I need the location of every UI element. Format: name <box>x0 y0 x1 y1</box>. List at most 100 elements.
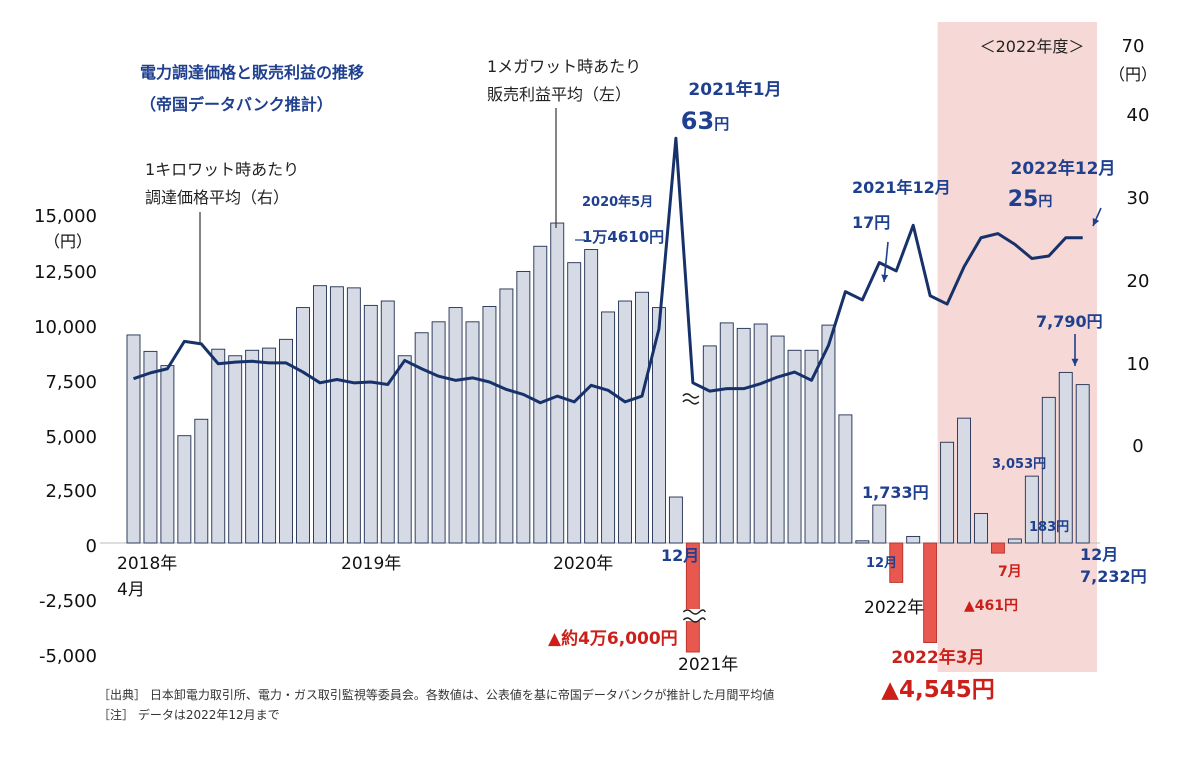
bar-2018-08 <box>194 418 209 544</box>
bar-2022-06 <box>974 512 988 544</box>
bar-2022-03 <box>923 542 938 643</box>
right-axis-tick: 30 <box>1127 188 1150 209</box>
annotation-jan2021-date: 2021年1月 <box>688 79 781 100</box>
left-axis-tick: 15,000 <box>34 206 97 227</box>
annotation-1733: 1,733円 <box>862 483 929 502</box>
left-axis-tick: 5,000 <box>45 427 97 448</box>
bar-2022-12 <box>1075 384 1090 544</box>
bar-2021-06 <box>770 335 785 544</box>
annotation-dec2021-value: 17円 <box>852 213 890 232</box>
left-axis-tick: 2,500 <box>45 481 97 502</box>
bar-legend-label-2: 販売利益平均（左） <box>487 85 631 104</box>
bar-2020-07 <box>584 249 599 544</box>
line-legend-label-2: 調達価格平均（右） <box>145 188 289 207</box>
bar-2020-02 <box>499 288 514 544</box>
bar-2022-09 <box>1024 475 1039 544</box>
x-label-2021: 2021年 <box>678 655 738 675</box>
bar-2019-09 <box>414 332 429 544</box>
annotation-dec2022-number: 25 <box>1008 187 1039 212</box>
left-axis-tick: 7,500 <box>45 372 97 393</box>
chart-title: 電力調達価格と販売利益の推移 <box>140 63 364 82</box>
bar-2021-05 <box>753 323 768 544</box>
price-line <box>133 136 1083 405</box>
x-label-2020: 2020年 <box>553 554 613 574</box>
line-group <box>133 136 1083 405</box>
bar-2018-04 <box>126 334 141 544</box>
bar-2022-01 <box>889 542 904 583</box>
bar-2021-08 <box>804 349 819 544</box>
annotation-mar2022-date: 2022年3月 <box>891 647 984 668</box>
bar-2020-11 <box>652 307 666 544</box>
bar-2022-11 <box>1058 371 1073 544</box>
bar-2021-07 <box>787 349 802 544</box>
annotation-dec2022-unit: 円 <box>1038 194 1052 210</box>
bar-2020-03 <box>516 270 531 544</box>
fiscal-2022-label: ＜2022年度＞ <box>980 37 1085 56</box>
bar-2019-06 <box>363 304 378 544</box>
bar-2022-04 <box>940 441 955 544</box>
right-axis-unit: （円） <box>1109 65 1157 84</box>
bar-2020-04 <box>533 245 548 544</box>
annotation-may2020-date: 2020年5月 <box>582 194 653 210</box>
bar-2020-08 <box>601 311 616 544</box>
bar-2021-10 <box>838 414 853 544</box>
x-label-apr: 4月 <box>117 580 145 600</box>
line-axis-break-mark <box>682 393 700 405</box>
bar-2021-11 <box>855 540 870 544</box>
bar-2020-01 <box>482 306 497 544</box>
right-axis-tick: 20 <box>1127 271 1150 292</box>
bar-2018-12 <box>262 347 277 544</box>
bar-2022-07 <box>991 542 1005 554</box>
bar-2018-07 <box>177 435 192 544</box>
annotation-may2020-value: 1万4610円 <box>582 228 664 246</box>
annotation-7232: 7,232円 <box>1080 567 1147 586</box>
chart-subtitle: （帝国データバンク推計） <box>140 95 333 114</box>
bar-2018-11 <box>245 349 260 544</box>
dec2021-arrow-head <box>881 274 889 282</box>
left-axis-tick: -2,500 <box>39 591 97 612</box>
bar-axis-break-mark <box>682 609 706 623</box>
x-label-2019: 2019年 <box>341 554 401 574</box>
bar-2022-10 <box>1041 396 1056 544</box>
bar-2022-02 <box>906 535 921 544</box>
line-legend-label-1: 1キロワット時あたり <box>145 160 299 179</box>
bar-2018-09 <box>211 348 226 544</box>
v7790-arrow-head <box>1071 358 1079 366</box>
bar-2022-08 <box>1007 538 1022 544</box>
fiscal-2022-highlight <box>937 22 1097 672</box>
annotation-jan2021-value: 63円 <box>681 107 729 135</box>
bar-2021-02 <box>702 345 717 544</box>
data-note: ［注］ データは2022年12月まで <box>98 707 280 722</box>
annotation-183: 183円 <box>1029 520 1069 535</box>
x-label-2018: 2018年 <box>117 554 177 574</box>
bar-2021-01 <box>685 542 700 653</box>
bar-2019-04 <box>329 286 344 544</box>
x-label-2022: 2022年 <box>864 598 924 618</box>
annotation-neg-jul2022: ▲461円 <box>964 598 1018 614</box>
bar-2021-12 <box>872 504 887 544</box>
bar-2019-12 <box>465 321 480 544</box>
bar-2019-02 <box>296 307 310 544</box>
left-axis-tick: 12,500 <box>34 262 97 283</box>
left-axis-tick: -5,000 <box>39 646 97 667</box>
annotation-mar2022-value: ▲4,545円 <box>881 677 994 703</box>
bar-2019-05 <box>346 287 361 544</box>
bar-axis-break-gap <box>684 609 702 621</box>
annotation-dec2022-value: 25円 <box>1008 187 1053 212</box>
dec2022-arrow-head <box>1092 218 1100 226</box>
annotation-3053: 3,053円 <box>992 457 1046 472</box>
bar-2019-08 <box>397 355 412 544</box>
bar-2020-09 <box>618 300 632 544</box>
bar-2018-06 <box>160 365 175 544</box>
annotation-7790: 7,790円 <box>1036 312 1103 331</box>
left-axis-tick: 10,000 <box>34 317 97 338</box>
bar-2022-05 <box>957 417 971 544</box>
annotation-jan2021-unit: 円 <box>714 115 729 133</box>
right-axis-tick: 0 <box>1132 436 1143 457</box>
left-axis-unit: （円） <box>44 232 92 251</box>
left-axis-tick: 0 <box>86 536 97 557</box>
x-label-dec2022: 12月 <box>1080 545 1118 564</box>
annotation-jan2021-number: 63 <box>681 107 714 135</box>
annotation-neg-jan2021: ▲約4万6,000円 <box>548 628 678 649</box>
